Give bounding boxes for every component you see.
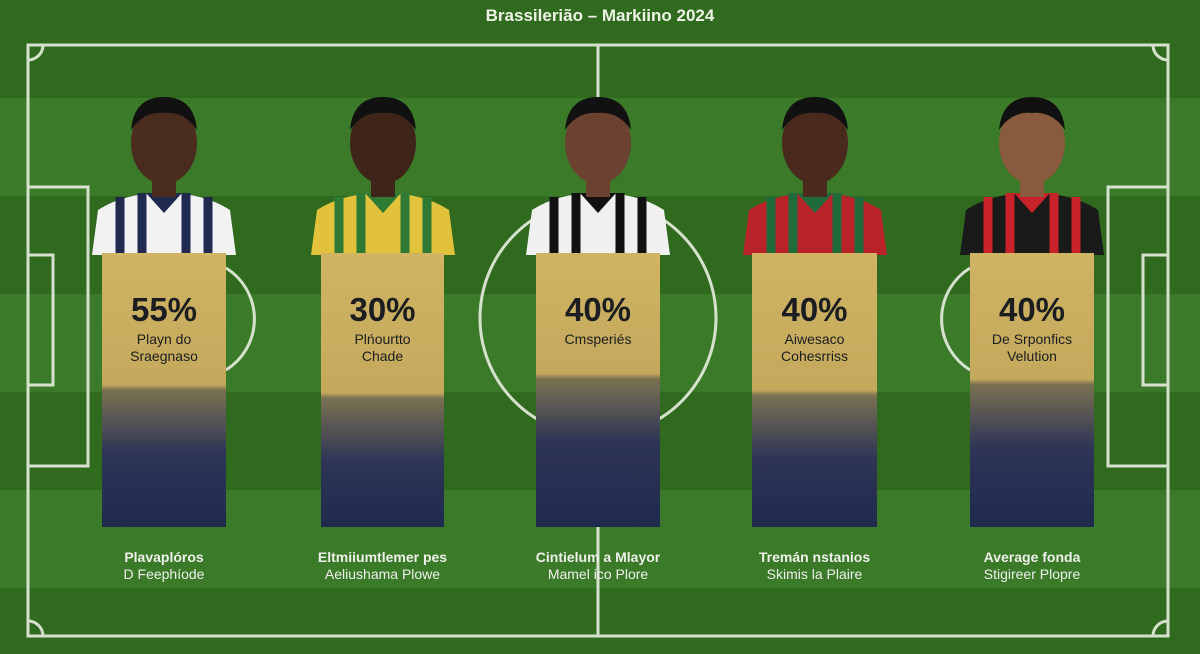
player-caption: Plavaplóros D Feephíode bbox=[54, 549, 274, 583]
caption-title: Average fonda bbox=[983, 549, 1081, 565]
caption-subtitle: Aeliushama Plowe bbox=[324, 566, 441, 582]
stat-card: 40% De Srponfics Velution bbox=[970, 253, 1094, 527]
stat-card: 55% Playn do Sraegnaso bbox=[102, 253, 226, 527]
stat-label: Cmsperiés bbox=[536, 331, 660, 348]
stat-label: Playn do Sraegnaso bbox=[102, 331, 226, 365]
stat-label: Plńourtto Chade bbox=[321, 331, 444, 365]
left-penalty-box bbox=[26, 185, 90, 468]
stat-percent: 40% bbox=[781, 291, 848, 328]
player-caption: Average fonda Stigireer Plopre bbox=[922, 549, 1142, 583]
caption-subtitle: Stigireer Plopre bbox=[983, 566, 1081, 582]
stat-card: 40% Aiwesaco Cohesrriss bbox=[752, 253, 877, 527]
left-goal-box bbox=[26, 253, 55, 387]
stat-label-line: Cohesrriss bbox=[781, 348, 848, 364]
stat-label-line: Chade bbox=[361, 348, 404, 364]
caption-title: Cintielum a Mlayor bbox=[535, 549, 661, 565]
player-photo bbox=[735, 85, 895, 255]
stat-label: Aiwesaco Cohesrriss bbox=[752, 331, 877, 365]
stat-percent: 55% bbox=[130, 291, 198, 328]
player-caption: Cintielum a Mlayor Mamel ico Plore bbox=[488, 549, 708, 583]
stat-label-line: Sraegnaso bbox=[130, 348, 198, 364]
stat-label-line: Plńourtto bbox=[354, 331, 411, 347]
player-photo bbox=[84, 85, 244, 255]
left-penalty-arc bbox=[225, 266, 256, 372]
stat-label-line: Aiwesaco bbox=[784, 331, 845, 347]
caption-subtitle: Mamel ico Plore bbox=[547, 566, 649, 582]
player-photo bbox=[952, 85, 1112, 255]
caption-subtitle: Skimis la Plaire bbox=[766, 566, 863, 582]
right-penalty-box bbox=[1106, 185, 1170, 468]
stat-label: De Srponfics Velution bbox=[970, 331, 1094, 365]
stat-label-line: Cmsperiés bbox=[564, 331, 632, 347]
stat-label-line: De Srponfics bbox=[991, 331, 1073, 347]
stat-percent: 30% bbox=[349, 291, 416, 328]
player-caption: Eltmiiumtlemer pes Aeliushama Plowe bbox=[273, 549, 493, 583]
caption-title: Tremán nstanios bbox=[758, 549, 871, 565]
right-penalty-arc bbox=[940, 266, 971, 372]
page-title: Brassilerião – Markiino 2024 bbox=[485, 6, 715, 25]
stat-label-line: Velution bbox=[1007, 348, 1057, 364]
caption-subtitle: D Feephíode bbox=[123, 566, 205, 582]
stat-percent: 40% bbox=[998, 291, 1066, 328]
stat-card: 40% Cmsperiés bbox=[536, 253, 660, 527]
stat-percent: 40% bbox=[564, 291, 632, 328]
right-goal-box bbox=[1141, 253, 1170, 387]
caption-title: Eltmiiumtlemer pes bbox=[317, 549, 448, 565]
player-photo bbox=[303, 85, 463, 255]
stat-card: 30% Plńourtto Chade bbox=[321, 253, 444, 527]
player-photo bbox=[518, 85, 678, 255]
caption-title: Plavaplóros bbox=[124, 549, 204, 565]
stat-label-line: Playn do bbox=[136, 331, 192, 347]
player-caption: Tremán nstanios Skimis la Plaire bbox=[705, 549, 925, 583]
